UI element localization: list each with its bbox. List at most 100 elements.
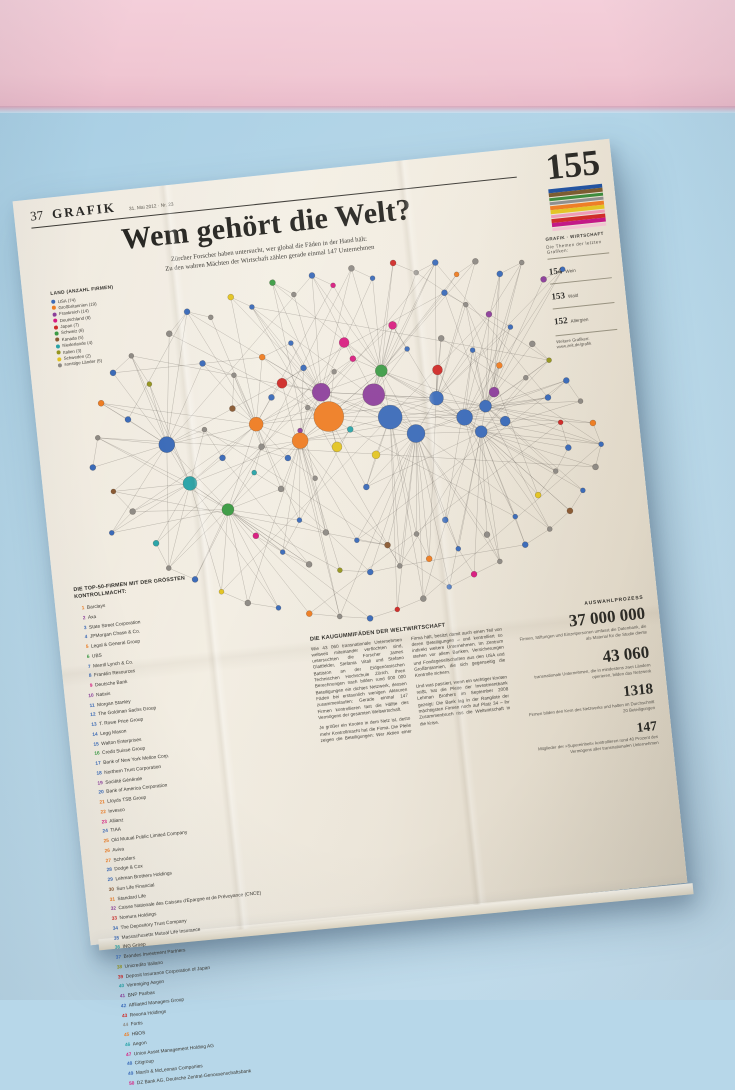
network-edge xyxy=(287,457,316,479)
network-edge xyxy=(309,422,561,614)
network-node xyxy=(337,567,343,573)
network-edge xyxy=(543,269,563,280)
article-paragraphs: Wie 43 060 transnationale Unternehmen we… xyxy=(311,626,512,744)
network-edge xyxy=(441,338,602,445)
network-edge xyxy=(392,325,437,399)
network-edge xyxy=(415,433,424,599)
network-node xyxy=(279,549,286,555)
network-edge xyxy=(464,417,602,445)
top50-list: DIE TOP-50-FIRMEN MIT DER GRÖSSTEN KONTR… xyxy=(73,564,346,1088)
network-node xyxy=(429,390,444,406)
network-edge xyxy=(485,400,581,407)
legend-color-dot xyxy=(57,356,62,362)
stats-items: 37 000 000 Firmen, Stiftungen und Einzelp… xyxy=(513,604,659,760)
network-node xyxy=(300,364,307,372)
network-node xyxy=(268,394,275,401)
network-edge xyxy=(481,360,550,432)
network-edge xyxy=(464,273,501,418)
network-edge xyxy=(189,483,310,565)
network-edge xyxy=(227,440,301,510)
network-edge xyxy=(473,561,500,575)
network-node xyxy=(291,432,309,449)
network-edge xyxy=(221,314,490,592)
network-edge xyxy=(227,509,371,619)
network-node xyxy=(311,382,331,402)
network-edge xyxy=(485,405,602,445)
network-node xyxy=(598,441,604,447)
network-node xyxy=(580,487,586,494)
network-edge xyxy=(381,370,486,407)
page-number: 37 xyxy=(29,207,44,224)
network-edge xyxy=(255,285,334,425)
network-edge xyxy=(415,433,459,549)
network-node xyxy=(557,419,564,426)
network-edge xyxy=(282,551,310,565)
network-node xyxy=(497,558,503,565)
network-edge xyxy=(481,400,581,432)
network-node xyxy=(165,565,172,571)
network-edge xyxy=(485,273,501,407)
network-edge xyxy=(127,311,188,420)
legend-color-dot xyxy=(55,337,60,343)
legend-color-dot xyxy=(57,363,63,368)
network-edge xyxy=(233,375,262,447)
network-edge xyxy=(227,509,279,608)
network-edge xyxy=(436,349,473,399)
network-node xyxy=(252,532,260,540)
network-node xyxy=(296,517,303,523)
network-edge xyxy=(113,491,388,546)
network-node xyxy=(540,276,547,283)
network-edge xyxy=(449,431,482,587)
network-edge xyxy=(299,262,436,431)
network-node xyxy=(474,425,488,438)
network-node xyxy=(94,435,101,441)
network-edge xyxy=(356,380,567,541)
network-node xyxy=(363,483,370,491)
network-node xyxy=(97,400,105,407)
network-node xyxy=(312,475,318,482)
network-edge xyxy=(560,422,569,448)
network-edge xyxy=(465,304,486,407)
network-edge xyxy=(350,429,516,517)
network-edge xyxy=(272,282,327,533)
network-edge xyxy=(339,616,371,619)
network-node xyxy=(277,485,285,493)
network-edge xyxy=(311,275,382,371)
legend-color-dot xyxy=(53,318,58,323)
network-edge xyxy=(480,431,501,562)
network-node xyxy=(432,364,443,376)
network-edge xyxy=(416,272,550,361)
network-edge xyxy=(254,446,262,473)
network-edge xyxy=(166,444,169,569)
network-edge xyxy=(423,262,522,599)
network-node xyxy=(432,259,439,266)
network-node xyxy=(152,540,160,547)
network-edge xyxy=(189,483,279,608)
network-node xyxy=(367,568,374,576)
network-edge xyxy=(373,394,486,407)
stat-item: 147 Mitglieder der »Supereinheit« kontrol… xyxy=(525,718,659,760)
network-node xyxy=(544,394,552,401)
network-edge xyxy=(166,275,313,445)
network-edge xyxy=(339,433,417,617)
network-edge xyxy=(436,304,467,399)
network-edge xyxy=(436,269,563,399)
network-edge xyxy=(233,375,257,425)
legend-color-dot xyxy=(55,343,61,349)
network-node xyxy=(346,426,354,433)
network-edge xyxy=(309,613,340,617)
network-edge xyxy=(251,306,400,567)
network-node xyxy=(394,606,401,613)
network-edge xyxy=(485,405,593,424)
network-edge xyxy=(485,397,549,407)
network-edge xyxy=(415,433,446,520)
network-edge xyxy=(481,422,561,432)
network-edge xyxy=(311,275,374,395)
network-edge xyxy=(437,369,465,418)
network-edge xyxy=(168,342,345,569)
network-edge xyxy=(485,365,500,407)
network-edge xyxy=(481,431,596,468)
network-edge xyxy=(464,417,501,562)
network-edge xyxy=(445,519,459,549)
network-edge xyxy=(169,333,329,417)
